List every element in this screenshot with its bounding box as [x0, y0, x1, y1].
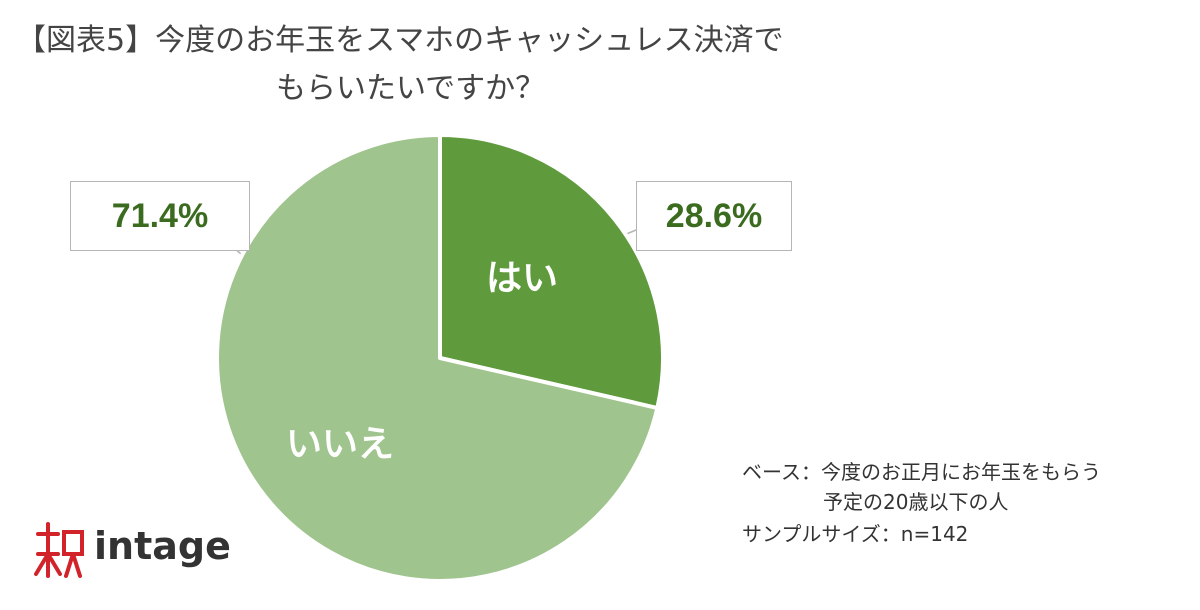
pie-slice-label-no: いいえ	[286, 424, 394, 465]
callout-no-percent: 71.4%	[70, 181, 250, 251]
callout-yes-percent: 28.6%	[636, 181, 792, 251]
pie-slice-no	[215, 133, 660, 583]
intage-logo: intage	[32, 520, 262, 580]
pie-slice-yes	[438, 133, 665, 411]
chart-title-line2: もらいたいですか？	[276, 71, 546, 106]
intage-logo-mark-icon	[34, 522, 84, 578]
sample-size-note: サンプルサイズ：n=142	[742, 522, 969, 546]
intage-logo-text: intage	[94, 524, 231, 568]
base-note-line2: 予定の20歳以下の人	[823, 490, 1009, 514]
pie-slice-label-yes: はい	[486, 258, 558, 299]
base-note-line1: ベース：今度のお正月にお年玉をもらう	[742, 460, 1101, 484]
chart-title-line1: 【図表5】今度のお年玉をスマホのキャッシュレス決済で	[16, 23, 784, 58]
